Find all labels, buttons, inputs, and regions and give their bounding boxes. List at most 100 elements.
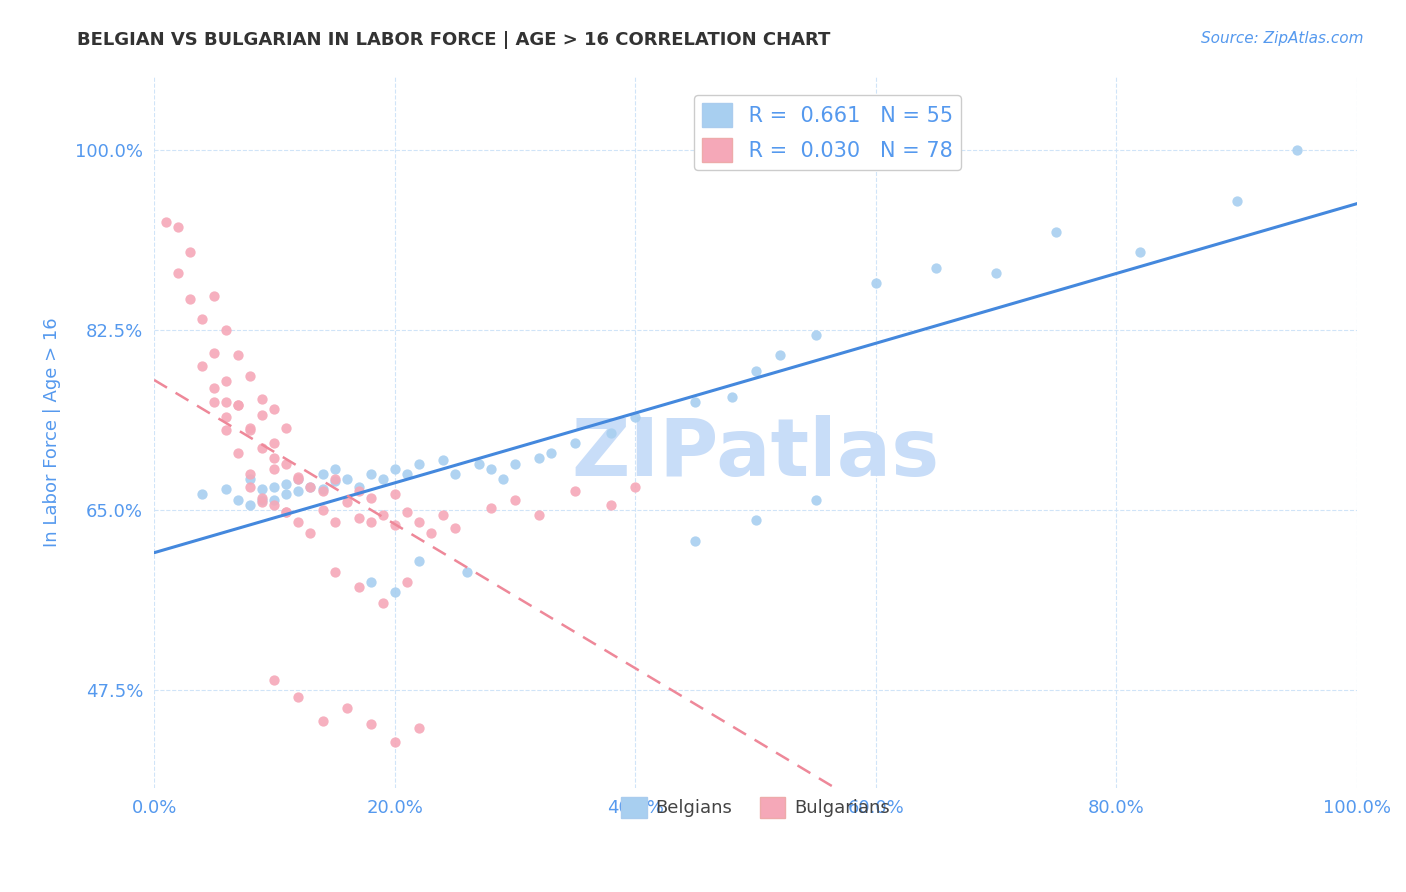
Point — [287, 470, 309, 484]
Point — [360, 574, 382, 589]
Point — [384, 518, 406, 533]
Point — [1226, 194, 1249, 208]
Point — [360, 491, 382, 505]
Point — [336, 472, 359, 486]
Point — [276, 505, 298, 519]
Point — [239, 423, 262, 437]
Point — [311, 467, 333, 481]
Point — [347, 480, 370, 494]
Point — [744, 513, 766, 527]
Point — [479, 461, 502, 475]
Point — [456, 565, 478, 579]
Point — [540, 446, 562, 460]
Point — [263, 498, 285, 512]
Point — [323, 472, 346, 486]
Point — [287, 515, 309, 529]
Point — [804, 327, 827, 342]
Point — [239, 472, 262, 486]
Point — [925, 260, 948, 275]
Point — [492, 472, 515, 486]
Point — [395, 505, 418, 519]
Point — [263, 492, 285, 507]
Point — [1285, 143, 1308, 157]
Y-axis label: In Labor Force | Age > 16: In Labor Force | Age > 16 — [44, 318, 60, 548]
Point — [443, 467, 465, 481]
Point — [768, 348, 790, 362]
Point — [479, 500, 502, 515]
Point — [360, 467, 382, 481]
Point — [624, 480, 647, 494]
Point — [263, 436, 285, 450]
Point — [287, 690, 309, 705]
Point — [202, 346, 225, 360]
Point — [299, 480, 322, 494]
Point — [744, 364, 766, 378]
Point — [276, 505, 298, 519]
Point — [323, 474, 346, 488]
Point — [215, 423, 238, 437]
Point — [239, 467, 262, 481]
Point — [419, 525, 441, 540]
Point — [252, 392, 274, 406]
Point — [384, 461, 406, 475]
Point — [984, 266, 1007, 280]
Point — [252, 491, 274, 505]
Point — [228, 398, 250, 412]
Point — [384, 487, 406, 501]
Point — [432, 453, 454, 467]
Point — [215, 323, 238, 337]
Point — [347, 511, 370, 525]
Point — [215, 410, 238, 425]
Point — [371, 595, 394, 609]
Point — [564, 484, 586, 499]
Point — [228, 446, 250, 460]
Point — [215, 394, 238, 409]
Point — [443, 521, 465, 535]
Point — [432, 508, 454, 522]
Point — [323, 515, 346, 529]
Point — [503, 457, 526, 471]
Point — [1045, 225, 1067, 239]
Point — [311, 714, 333, 728]
Point — [311, 503, 333, 517]
Point — [624, 410, 647, 425]
Text: Source: ZipAtlas.com: Source: ZipAtlas.com — [1201, 31, 1364, 46]
Point — [408, 721, 430, 735]
Point — [395, 467, 418, 481]
Point — [347, 484, 370, 499]
Legend: Belgians, Bulgarians: Belgians, Bulgarians — [614, 789, 897, 825]
Point — [263, 451, 285, 466]
Point — [323, 565, 346, 579]
Point — [263, 401, 285, 416]
Text: BELGIAN VS BULGARIAN IN LABOR FORCE | AGE > 16 CORRELATION CHART: BELGIAN VS BULGARIAN IN LABOR FORCE | AG… — [77, 31, 831, 49]
Point — [252, 494, 274, 508]
Point — [239, 420, 262, 434]
Point — [408, 515, 430, 529]
Point — [299, 480, 322, 494]
Point — [202, 381, 225, 395]
Point — [323, 461, 346, 475]
Point — [527, 508, 550, 522]
Point — [276, 487, 298, 501]
Point — [1129, 245, 1152, 260]
Point — [371, 508, 394, 522]
Point — [155, 214, 177, 228]
Point — [371, 472, 394, 486]
Point — [276, 420, 298, 434]
Point — [263, 673, 285, 687]
Point — [384, 734, 406, 748]
Point — [239, 498, 262, 512]
Point — [287, 472, 309, 486]
Point — [167, 219, 190, 234]
Point — [228, 398, 250, 412]
Point — [276, 457, 298, 471]
Point — [685, 533, 707, 548]
Point — [336, 700, 359, 714]
Point — [228, 492, 250, 507]
Point — [360, 717, 382, 731]
Point — [360, 515, 382, 529]
Point — [384, 585, 406, 599]
Point — [191, 487, 214, 501]
Point — [299, 525, 322, 540]
Point — [263, 461, 285, 475]
